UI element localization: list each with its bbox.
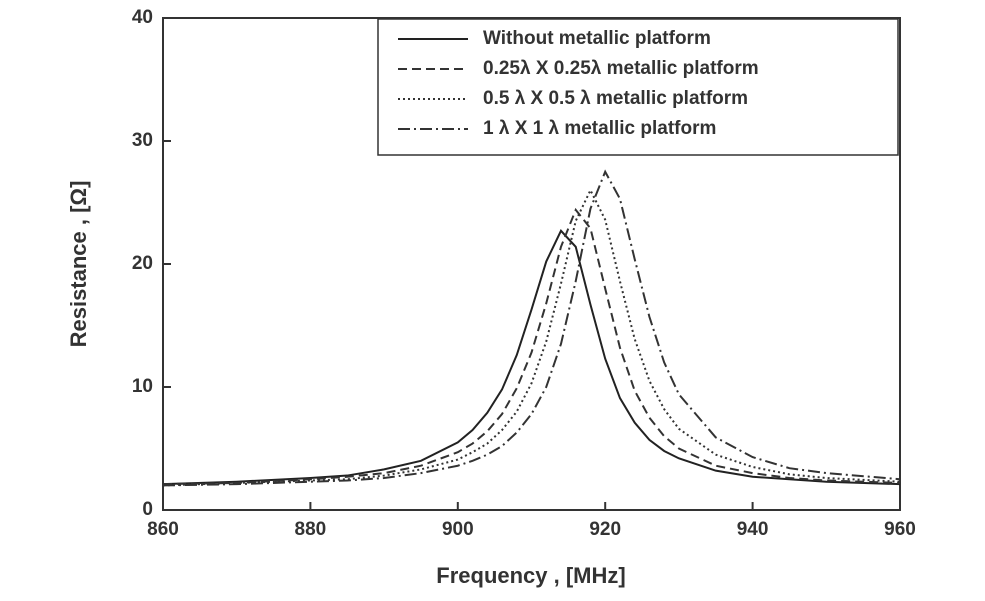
y-tick-label: 30: [132, 130, 153, 151]
x-tick-label: 860: [147, 519, 179, 540]
legend-label: 0.25λ X 0.25λ metallic platform: [483, 58, 759, 79]
y-axis-title: Resistance , [Ω]: [66, 181, 91, 348]
legend-label: 1 λ X 1 λ metallic platform: [483, 118, 716, 139]
x-tick-label: 920: [589, 519, 621, 540]
legend-label: 0.5 λ X 0.5 λ metallic platform: [483, 88, 748, 109]
y-tick-label: 20: [132, 253, 153, 274]
legend-label: Without metallic platform: [483, 28, 711, 49]
x-tick-label: 940: [737, 519, 769, 540]
y-tick-label: 0: [142, 499, 153, 520]
y-tick-label: 40: [132, 7, 153, 28]
chart: Frequency , [MHz] Resistance , [Ω] 860 88…: [0, 0, 985, 596]
x-tick-label: 880: [295, 519, 327, 540]
x-tick-label: 900: [442, 519, 474, 540]
x-axis-title: Frequency , [MHz]: [436, 563, 625, 588]
x-tick-label: 960: [884, 519, 916, 540]
y-tick-label: 10: [132, 376, 153, 397]
